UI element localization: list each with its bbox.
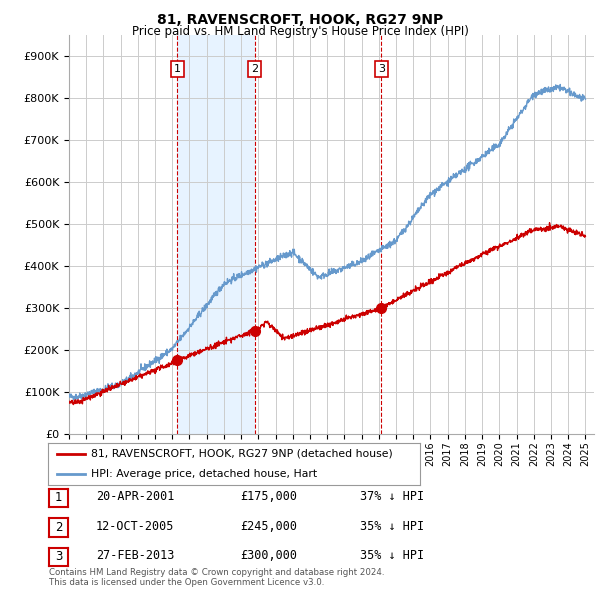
Text: Price paid vs. HM Land Registry's House Price Index (HPI): Price paid vs. HM Land Registry's House … (131, 25, 469, 38)
Text: £175,000: £175,000 (240, 490, 297, 503)
Text: 3: 3 (378, 64, 385, 74)
Text: Contains HM Land Registry data © Crown copyright and database right 2024.
This d: Contains HM Land Registry data © Crown c… (49, 568, 385, 587)
Text: HPI: Average price, detached house, Hart: HPI: Average price, detached house, Hart (91, 468, 317, 478)
Text: 27-FEB-2013: 27-FEB-2013 (96, 549, 175, 562)
Text: 12-OCT-2005: 12-OCT-2005 (96, 520, 175, 533)
Text: 3: 3 (55, 550, 62, 563)
Text: 1: 1 (174, 64, 181, 74)
Text: £245,000: £245,000 (240, 520, 297, 533)
Bar (178, 35, 254, 434)
Text: 1: 1 (55, 491, 62, 504)
Text: 81, RAVENSCROFT, HOOK, RG27 9NP: 81, RAVENSCROFT, HOOK, RG27 9NP (157, 13, 443, 27)
Text: 35% ↓ HPI: 35% ↓ HPI (360, 520, 424, 533)
Text: 2: 2 (251, 64, 258, 74)
Text: 81, RAVENSCROFT, HOOK, RG27 9NP (detached house): 81, RAVENSCROFT, HOOK, RG27 9NP (detache… (91, 449, 392, 459)
Text: 35% ↓ HPI: 35% ↓ HPI (360, 549, 424, 562)
Text: 37% ↓ HPI: 37% ↓ HPI (360, 490, 424, 503)
Text: £300,000: £300,000 (240, 549, 297, 562)
Text: 20-APR-2001: 20-APR-2001 (96, 490, 175, 503)
Text: 2: 2 (55, 521, 62, 534)
